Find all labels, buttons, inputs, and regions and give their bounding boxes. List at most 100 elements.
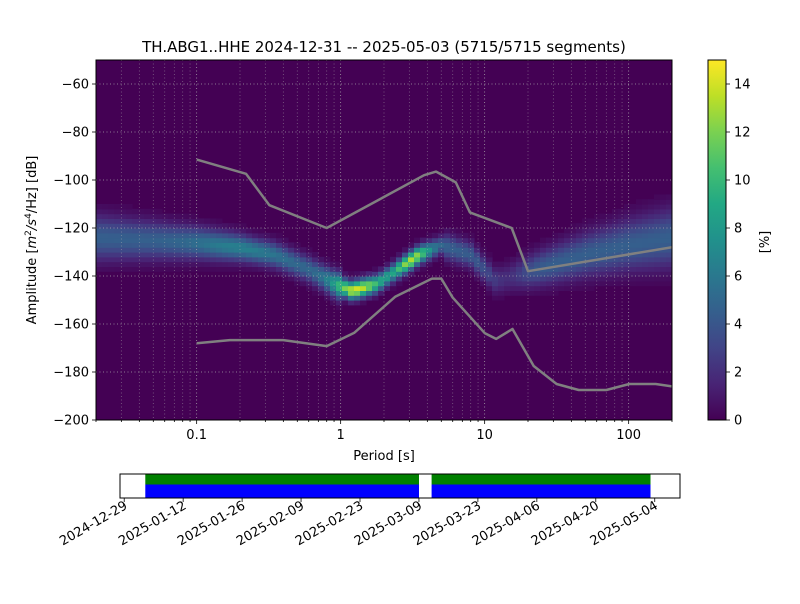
heatmap-cell: [354, 285, 361, 291]
noise-models: [196, 158, 672, 392]
heatmap-cell: [204, 261, 211, 267]
heatmap-cell: [168, 218, 175, 224]
heatmap-cell: [654, 232, 661, 239]
heatmap-cell: [522, 256, 529, 263]
heatmap-cell: [174, 261, 181, 267]
heatmap-cell: [192, 247, 199, 253]
heatmap-cell: [600, 213, 607, 219]
heatmap-cell: [198, 237, 205, 243]
heatmap-cell: [120, 266, 127, 272]
heatmap-cell: [120, 204, 127, 210]
heatmap-cell: [630, 261, 637, 267]
heatmap-cell: [648, 261, 655, 267]
heatmap-cell: [246, 261, 253, 267]
heatmap-cell: [348, 280, 355, 287]
timeline-x-axis: 2024-12-292025-01-122025-01-262025-02-09…: [57, 498, 661, 549]
heatmap-cell: [588, 285, 595, 291]
heatmap-cell: [624, 218, 631, 224]
heatmap-cell: [630, 237, 637, 243]
heatmap-cell: [324, 295, 331, 301]
heatmap-cell: [618, 228, 625, 234]
heatmap-cell: [114, 218, 121, 224]
colorbar-tick-label: 12: [734, 126, 751, 141]
heatmap-cell: [132, 252, 139, 258]
heatmap-cell: [102, 256, 109, 263]
heatmap-cell: [204, 256, 211, 263]
heatmap-cell: [570, 256, 577, 263]
heatmap-cell: [666, 242, 672, 248]
heatmap-cell: [606, 228, 613, 234]
heatmap-cell: [234, 266, 241, 272]
heatmap-cell: [126, 208, 133, 215]
heatmap-cell: [126, 261, 133, 267]
heatmap-cell: [138, 228, 145, 234]
heatmap-cell: [666, 276, 672, 282]
heatmap-cell: [168, 242, 175, 248]
heatmap-cell: [504, 271, 511, 277]
heatmap-cell: [354, 276, 361, 282]
heatmap-cell: [306, 266, 313, 272]
heatmap-cell: [120, 228, 127, 234]
heatmap-cell: [222, 247, 229, 253]
y-axis-label-s-exp: 4: [24, 213, 34, 219]
heatmap-cell: [468, 242, 475, 248]
heatmap-cell: [360, 276, 367, 282]
heatmap-cell: [174, 228, 181, 234]
heatmap-cell: [462, 247, 469, 253]
processed-segment-bar: [145, 474, 420, 485]
heatmap-cell: [492, 271, 499, 277]
heatmap-cell: [582, 237, 589, 243]
coverage-timeline: 2024-12-292025-01-122025-01-262025-02-09…: [57, 473, 681, 549]
heatmap-cell: [222, 266, 229, 272]
heatmap-cell: [660, 218, 667, 224]
heatmap-cell: [252, 256, 259, 263]
heatmap-cell: [630, 213, 637, 219]
heatmap-cell: [576, 266, 583, 272]
heatmap-cell: [240, 266, 247, 272]
heatmap-cell: [120, 208, 127, 215]
heatmap-cell: [612, 232, 619, 239]
heatmap-cell: [498, 276, 505, 282]
heatmap-cell: [666, 252, 672, 258]
heatmap-cell: [192, 232, 199, 239]
heatmap-cell: [294, 261, 301, 267]
heatmap-cell: [132, 228, 139, 234]
heatmap-cell: [168, 247, 175, 253]
heatmap-cell: [168, 237, 175, 243]
heatmap-cell: [426, 256, 433, 263]
heatmap-cell: [630, 232, 637, 239]
heatmap-cell: [534, 280, 541, 287]
heatmap-cell: [264, 252, 271, 258]
heatmap-cell: [582, 223, 589, 229]
heatmap-cell: [390, 285, 397, 291]
heatmap-cell: [642, 228, 649, 234]
heatmap-cell: [636, 247, 643, 253]
heatmap-cell: [114, 256, 121, 263]
heatmap-cell: [156, 237, 163, 243]
heatmap-cell: [240, 232, 247, 239]
heatmap-cell: [504, 256, 511, 263]
heatmap-cell: [654, 276, 661, 282]
heatmap-cell: [240, 256, 247, 263]
heatmap-cell: [438, 228, 445, 234]
heatmap-cell: [312, 285, 319, 291]
heatmap-cell: [240, 237, 247, 243]
heatmap-cell: [588, 280, 595, 287]
heatmap-cell: [594, 223, 601, 229]
heatmap-cell: [588, 218, 595, 224]
heatmap-cell: [666, 213, 672, 219]
x-tick-label: 10: [476, 428, 493, 443]
heatmap-cell: [516, 261, 523, 267]
heatmap-cell: [540, 280, 547, 287]
heatmap-cell: [222, 228, 229, 234]
heatmap-cell: [618, 223, 625, 229]
heatmap-cell: [336, 285, 343, 291]
heatmap-cell: [642, 252, 649, 258]
heatmap-cell: [528, 280, 535, 287]
heatmap-cell: [546, 271, 553, 277]
heatmap-cell: [630, 228, 637, 234]
heatmap-cell: [270, 247, 277, 253]
heatmap-cell: [156, 242, 163, 248]
heatmap-cell: [606, 232, 613, 239]
heatmap-cell: [534, 271, 541, 277]
